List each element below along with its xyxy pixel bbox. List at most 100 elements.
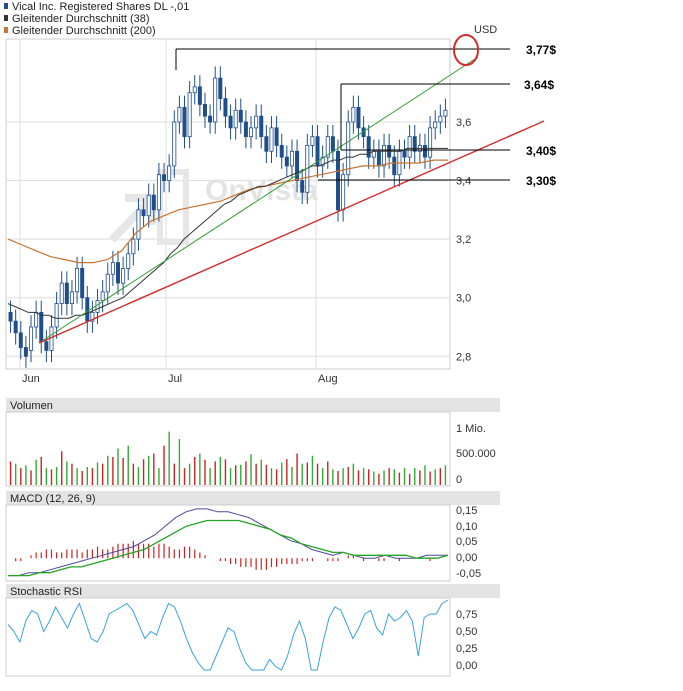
candle-body	[325, 136, 330, 158]
candle-body	[433, 121, 438, 129]
macd-line	[8, 508, 448, 577]
y-tick-label: 3,0	[456, 293, 471, 305]
macd-panel-frame	[5, 504, 451, 582]
candle-body	[69, 291, 74, 304]
candle-body	[64, 282, 69, 304]
candle-body	[95, 300, 100, 313]
legend-swatch-ma200	[4, 27, 8, 33]
candle-body	[172, 121, 177, 167]
candle-body	[34, 311, 39, 328]
candle-body	[146, 194, 151, 217]
candle-body	[366, 136, 371, 158]
candle-body	[382, 145, 387, 167]
candle-body	[75, 268, 80, 293]
legend-label-price: Vical Inc. Registered Shares DL -,01	[12, 1, 189, 13]
rsi-tick-025: 0,25	[456, 643, 477, 655]
macd-tick-000: 0,00	[456, 552, 477, 564]
candle-body	[110, 262, 115, 275]
candle-body	[243, 121, 248, 138]
candle-body	[233, 109, 238, 129]
volume-tick-0: 0	[456, 474, 462, 486]
legend-label-ma38: Gleitender Durchschnitt (38)	[12, 13, 150, 25]
rsi-panel-header	[6, 584, 500, 598]
candle-body	[443, 109, 448, 117]
legend-label-ma200: Gleitender Durchschnitt (200)	[12, 25, 156, 37]
candle-body	[156, 174, 161, 211]
candle-body	[279, 145, 284, 158]
candle-body	[182, 106, 187, 138]
macd-panel-title: MACD (12, 26, 9)	[10, 493, 96, 505]
candle-body	[90, 311, 95, 322]
candle-body	[177, 106, 182, 123]
red-trendline	[38, 120, 545, 344]
x-tick-label: Jul	[168, 373, 182, 385]
volume-panel-frame	[5, 411, 451, 487]
ma200-line	[7, 159, 448, 264]
candle-body	[407, 136, 412, 158]
rsi-panel: Stochastic RSI 0,75 0,50 0,25 0,00	[5, 584, 500, 677]
candle-body	[422, 145, 427, 158]
candle-body	[197, 86, 202, 105]
candle-body	[218, 77, 223, 99]
candle-body	[100, 291, 105, 302]
candle-body	[187, 92, 192, 138]
candle-body	[29, 326, 34, 351]
price-y-axis: 2,8 3,0 3,2 3,4 3,6	[456, 117, 471, 363]
currency-label: USD	[474, 24, 497, 36]
price-panel: USD 2,83,03,23,43,6 Jun Jul Aug OnVista 3,…	[5, 24, 556, 385]
candle-body	[192, 86, 197, 94]
candle-body	[376, 150, 381, 167]
candle-body	[269, 127, 274, 152]
candle-body	[18, 332, 23, 348]
macd-panel: MACD (12, 26, 9) 0,15 0,10 0,05 0,00 -0,…	[5, 491, 500, 582]
candle-body	[330, 136, 335, 152]
candle-body	[351, 106, 356, 123]
price-grid	[6, 40, 450, 368]
candle-body	[23, 347, 28, 357]
candles	[8, 66, 448, 368]
rsi-tick-050: 0,50	[456, 626, 477, 638]
x-tick-label: Aug	[318, 373, 338, 385]
macd-tick-010: 0,10	[456, 521, 477, 533]
annotation-330: 3,30$	[526, 174, 556, 188]
candle-body	[320, 156, 325, 167]
stoch-rsi-line	[7, 599, 449, 671]
candle-body	[259, 115, 264, 138]
candle-body	[162, 174, 167, 181]
candle-body	[438, 115, 443, 123]
macd-panel-header	[6, 491, 500, 505]
candle-body	[44, 341, 49, 351]
candle-body	[105, 273, 110, 293]
candle-body	[85, 297, 90, 322]
candle-body	[346, 121, 351, 176]
volume-tick-1m: 1 Mio.	[456, 423, 486, 435]
annotation-364: 3,64$	[524, 78, 554, 92]
macd-tick-m005: -0,05	[456, 568, 481, 580]
candle-body	[202, 104, 207, 117]
volume-panel-header	[6, 398, 500, 412]
green-trendline	[38, 56, 479, 344]
candle-body	[274, 127, 279, 146]
volume-bars	[9, 431, 447, 485]
candle-body	[121, 268, 126, 284]
volume-tick-500k: 500.000	[456, 448, 496, 460]
candle-body	[238, 109, 243, 123]
candle-body	[249, 127, 254, 138]
candle-body	[228, 115, 233, 129]
y-tick-label: 3,4	[456, 176, 471, 188]
annotation-377: 3,77$	[526, 43, 556, 57]
candle-body	[412, 136, 417, 152]
candle-body	[310, 136, 315, 146]
candle-body	[8, 311, 13, 322]
rsi-tick-075: 0,75	[456, 609, 477, 621]
candle-body	[254, 115, 259, 129]
candle-body	[428, 127, 433, 158]
candle-body	[295, 150, 300, 181]
legend-swatch-price	[4, 3, 8, 9]
annotation-340: 3,40$	[526, 144, 556, 158]
volume-panel-title: Volumen	[10, 400, 53, 412]
candle-body	[264, 136, 269, 152]
candle-body	[131, 238, 136, 255]
candle-body	[392, 156, 397, 176]
